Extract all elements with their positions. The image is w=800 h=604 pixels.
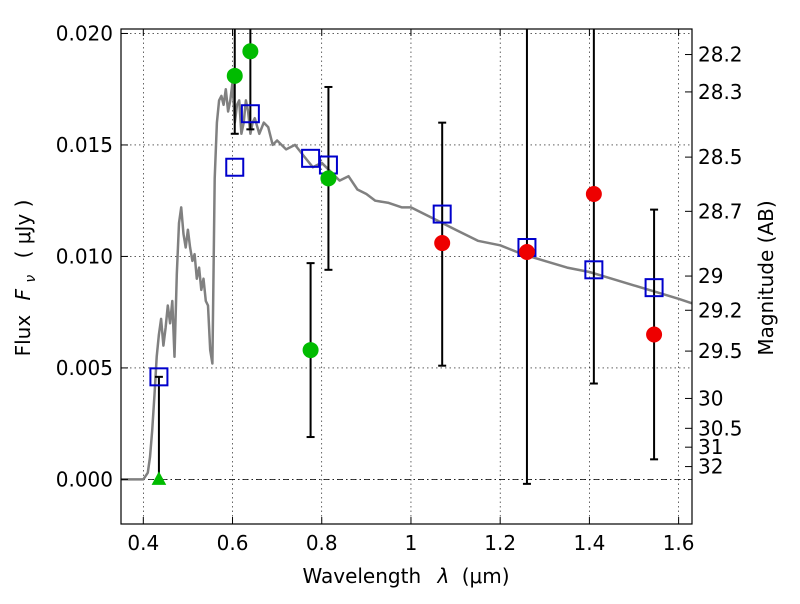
y-axis-title-unit: ( μJy ) xyxy=(11,200,35,259)
y-axis-title: Flux F ν ( μJy ) xyxy=(11,200,40,357)
model-point-square xyxy=(432,204,452,224)
x-tick-label: 1.4 xyxy=(573,531,605,555)
model-point-square xyxy=(240,104,260,124)
mag-tick-label: 30 xyxy=(698,386,723,410)
axes: 0.4 0.6 0.8 1 1.2 1.4 1.6 0.000 0.005 0.010 0.015 0… xyxy=(56,21,743,555)
observed-point-red xyxy=(646,326,663,343)
x-tick-label: 0.4 xyxy=(127,531,159,555)
mag-tick-label: 29 xyxy=(698,264,723,288)
mag-tick-label: 28.3 xyxy=(698,80,743,104)
y-tick-label: 0.005 xyxy=(56,356,113,380)
model-point-square xyxy=(149,367,169,387)
observed-point-green xyxy=(242,43,259,60)
x-tick-label: 1 xyxy=(405,531,418,555)
y-tick-label: 0.000 xyxy=(56,467,113,491)
model-point-square xyxy=(644,278,664,298)
mag-tick-label: 28.7 xyxy=(698,199,743,223)
x-tick-label: 1.2 xyxy=(484,531,516,555)
y-axis-title-prefix: Flux xyxy=(11,315,35,357)
observed-point-red xyxy=(434,235,451,252)
y-axis-title-symbol: F xyxy=(11,288,35,300)
y-axis-title-subscript: ν xyxy=(23,275,39,283)
x-axis-title-unit: (μm) xyxy=(462,564,510,588)
plot-clipped-group xyxy=(121,29,692,485)
observed-point-red xyxy=(518,243,535,260)
model-sed-line xyxy=(121,81,692,481)
mag-tick-label: 29.5 xyxy=(698,339,743,363)
errorbar xyxy=(589,29,598,385)
y-tick-label: 0.020 xyxy=(56,21,113,45)
x-axis-title-prefix: Wavelength xyxy=(302,564,421,588)
mag-tick-label: 28.2 xyxy=(698,43,743,67)
y-tick-label: 0.015 xyxy=(56,133,113,157)
model-point-square xyxy=(584,260,604,280)
observed-point-triangle xyxy=(151,471,167,485)
x-tick-label: 0.8 xyxy=(306,531,338,555)
plot-area xyxy=(121,29,692,485)
mag-tick-label: 28.5 xyxy=(698,145,743,169)
mag-tick-label: 29.2 xyxy=(698,298,743,322)
x-axis-title: Wavelength λ (μm) xyxy=(302,564,509,588)
x-tick-label: 1.6 xyxy=(663,531,695,555)
observed-point-green xyxy=(320,170,337,187)
y-tick-label: 0.010 xyxy=(56,244,113,268)
mag-tick-label: 31 xyxy=(698,435,723,459)
errorbar xyxy=(154,375,163,481)
x-tick-label: 0.6 xyxy=(217,531,249,555)
observed-point-red xyxy=(585,186,602,202)
observed-point-green xyxy=(226,67,243,84)
observed-point-green xyxy=(302,342,319,359)
x-axis-title-symbol: λ xyxy=(437,564,450,588)
y2-axis-title: Magnitude (AB) xyxy=(754,200,778,355)
mag-tick-label: 30.5 xyxy=(698,416,743,440)
mag-tick-label: 32 xyxy=(698,455,723,479)
model-point-square xyxy=(225,157,245,177)
